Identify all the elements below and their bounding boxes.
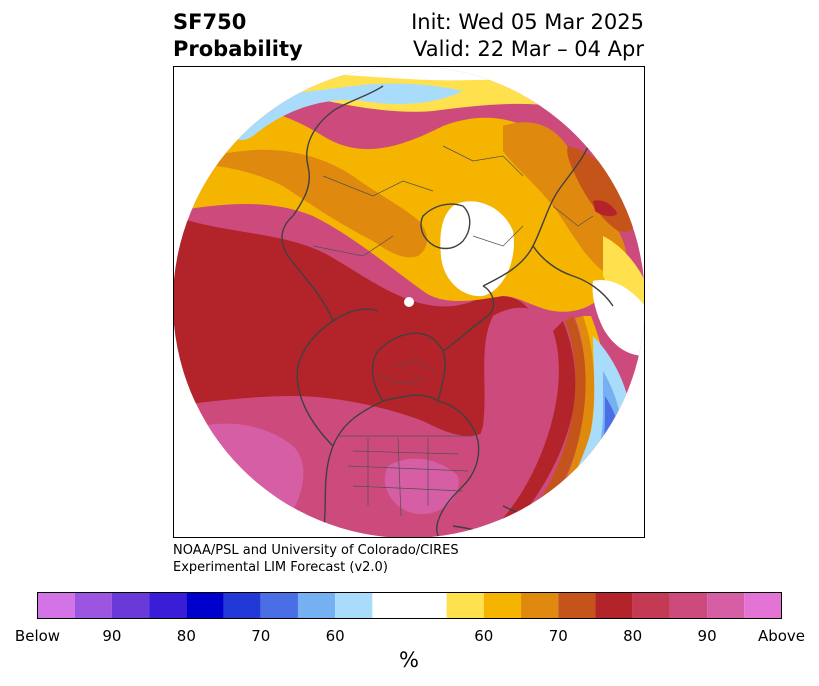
colorbar-tick-label: Below <box>14 627 61 645</box>
probability-map <box>173 66 645 538</box>
colorbar-swatch <box>521 592 559 619</box>
colorbar-swatch <box>297 592 336 619</box>
credit-line-2: Experimental LIM Forecast (v2.0) <box>173 560 388 575</box>
colorbar-swatch <box>111 592 150 619</box>
colorbar-swatch <box>707 592 745 619</box>
field-above-80 <box>173 216 536 436</box>
field-neutral-atlantic <box>592 280 645 356</box>
colorbar-swatch <box>335 592 373 619</box>
forecast-dates: Init: Wed 05 Mar 2025 Valid: 22 Mar – 04… <box>411 9 644 63</box>
field-above-70-asia <box>503 122 627 275</box>
field-neutral-asia <box>440 201 514 297</box>
colorbar-tick-label: 70 <box>548 627 568 645</box>
field-above-80-asia <box>593 200 617 217</box>
field-above-85-atlantic <box>468 307 554 506</box>
pole-gap <box>404 297 414 307</box>
colorbar-unit: % <box>399 648 419 672</box>
colorbar-tick-label: 80 <box>176 627 196 645</box>
field-above-80-atlantic-rim <box>483 321 576 538</box>
product-label: Probability <box>173 37 303 61</box>
variable-label: SF750 <box>173 10 247 34</box>
colorbar-swatch <box>186 592 224 619</box>
valid-range: Valid: 22 Mar – 04 Apr <box>413 37 644 61</box>
colorbar-tick-label: 60 <box>325 627 345 645</box>
colorbar <box>37 592 782 619</box>
init-date: Init: Wed 05 Mar 2025 <box>411 10 644 34</box>
colorbar-swatch <box>446 592 484 619</box>
colorbar-swatch <box>149 592 187 619</box>
colorbar-tick-label: 90 <box>697 627 717 645</box>
colorbar-border <box>37 592 782 619</box>
colorbar-swatch <box>669 592 708 619</box>
colorbar-tick-label: 90 <box>102 627 122 645</box>
colorbar-swatch <box>37 592 75 619</box>
colorbar-swatch <box>260 592 298 619</box>
colorbar-swatch <box>744 592 782 619</box>
colorbar-swatch <box>74 592 112 619</box>
credit-line-1: NOAA/PSL and University of Colorado/CIRE… <box>173 543 459 558</box>
colorbar-swatch <box>595 592 633 619</box>
colorbar-swatch <box>483 592 522 619</box>
field-above-90-us <box>384 458 459 515</box>
colorbar-tick-label: 60 <box>474 627 494 645</box>
field-above-75-north <box>173 149 428 258</box>
colorbar-tick-label: 70 <box>251 627 271 645</box>
field-above-75-asia <box>567 146 638 232</box>
map-title: SF750 Probability <box>173 9 303 63</box>
credit: NOAA/PSL and University of Colorado/CIRE… <box>173 542 459 576</box>
colorbar-swatch <box>632 592 670 619</box>
colorbar-swatch <box>558 592 596 619</box>
colorbar-tick-label: Above <box>757 627 806 645</box>
colorbar-swatch <box>372 592 447 619</box>
colorbar-tick-label: 80 <box>623 627 643 645</box>
country-borders <box>312 145 594 517</box>
colorbar-swatch <box>223 592 261 619</box>
